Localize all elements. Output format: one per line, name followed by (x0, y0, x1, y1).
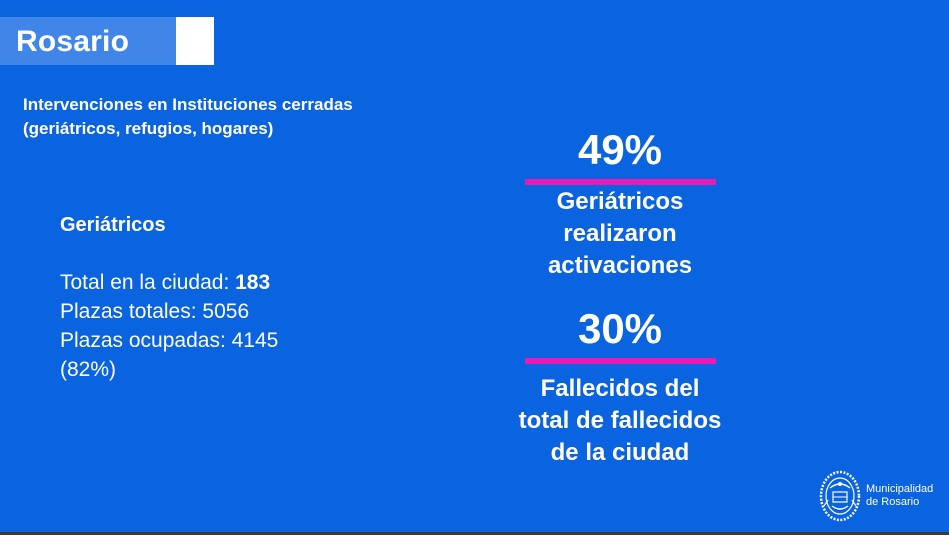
title-bar (0, 17, 176, 65)
stat-2-divider (525, 358, 716, 364)
stat-1-divider (525, 179, 716, 185)
plazas-ocupadas: Plazas ocupadas: 4145 (60, 329, 279, 352)
stat-2-caption-line-3: de la ciudad (550, 439, 690, 466)
total-value: 183 (235, 271, 271, 294)
subtitle-line-2: (geriátricos, refugios, hogares) (23, 119, 274, 138)
logo-line-1: Municipalidad (866, 483, 934, 495)
stat-1-caption-line-1: Geriátricos (556, 188, 684, 215)
stat-1-caption-line-2: realizaron (563, 220, 677, 247)
stat-2-value: 30% (577, 305, 663, 352)
title-accent-square (176, 17, 214, 65)
section-heading-geriatricos: Geriátricos (60, 214, 166, 236)
plazas-ocupadas-pct: (82%) (60, 358, 117, 381)
subtitle-line-1: Intervenciones en Instituciones cerradas (23, 95, 353, 114)
total-label: Total en la ciudad: (60, 271, 236, 294)
geriatricos-stats: Total en la ciudad: 183 Plazas totales: … (60, 268, 360, 384)
stat-2-caption-line-2: total de fallecidos (518, 407, 722, 434)
stat-1-caption-line-3: activaciones (547, 252, 693, 279)
logo-line-2: de Rosario (866, 496, 920, 508)
coat-of-arms-icon (819, 470, 861, 522)
total-line: Total en la ciudad: 183 (60, 268, 360, 297)
plazas-totales: Plazas totales: 5056 (60, 300, 250, 323)
municipalidad-logo: Municipalidad de Rosario (818, 470, 948, 524)
subtitle: Intervenciones en Instituciones cerradas… (23, 93, 483, 141)
logo-text: Municipalidad de Rosario (866, 483, 933, 509)
bottom-edge-bar (0, 532, 949, 535)
stat-2-caption-line-1: Fallecidos del (540, 375, 700, 402)
page-title: Rosario (16, 25, 130, 58)
stat-2-caption: Fallecidos del total de fallecidos de la… (480, 373, 760, 469)
stat-1-caption: Geriátricos realizaron activaciones (480, 186, 760, 282)
stat-1-value: 49% (577, 126, 663, 173)
